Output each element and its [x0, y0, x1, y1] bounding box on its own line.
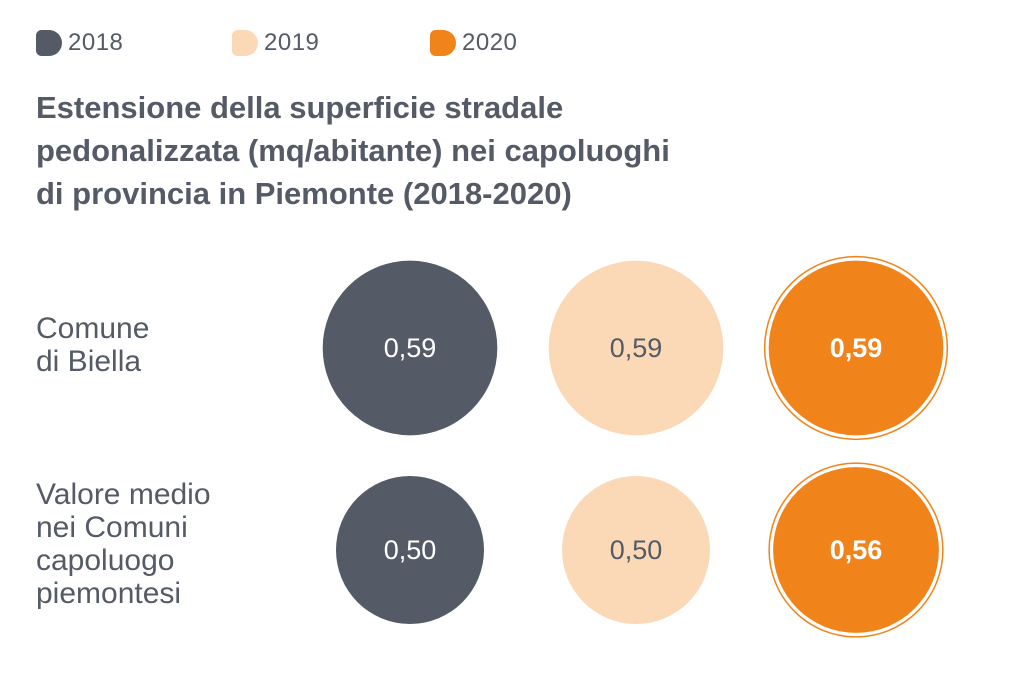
bubble-label-2018-1: 0,50 [384, 535, 437, 565]
legend-item-2018: 2018 [36, 28, 123, 58]
bubble-2019-1 [562, 476, 710, 624]
bubble-label-2018-0: 0,59 [384, 333, 437, 363]
legend-swatch-2018 [36, 30, 62, 56]
chart-title: Estensione della superficie stradale ped… [36, 90, 670, 211]
legend-label-2019: 2019 [264, 29, 320, 56]
bubble-label-2020-1: 0,56 [830, 535, 883, 565]
legend-item-2020: 2020 [430, 28, 517, 58]
legend-swatch-2019 [232, 30, 258, 56]
bubble-ring-2020-0 [763, 255, 949, 441]
bubble-2020-0 [768, 260, 944, 436]
row-label-media-piemonte: Valore medio nei Comuni capoluogo piemon… [36, 478, 211, 610]
bubble-2020-1 [773, 467, 939, 633]
legend-label-2018: 2018 [68, 29, 124, 56]
legend-item-2019: 2019 [232, 28, 319, 58]
bubble-2018-1 [336, 476, 484, 624]
bubble-ring-2020-1 [768, 462, 944, 638]
bubble-2019-0 [548, 260, 724, 436]
legend-label-2020: 2020 [462, 29, 518, 56]
legend-swatch-2020 [430, 30, 456, 56]
bubble-label-2019-1: 0,50 [610, 535, 663, 565]
bubble-2018-0 [322, 260, 498, 436]
bubble-label-2020-0: 0,59 [830, 333, 883, 363]
row-label-biella: Comune di Biella [36, 312, 150, 378]
bubble-label-2019-0: 0,59 [610, 333, 663, 363]
